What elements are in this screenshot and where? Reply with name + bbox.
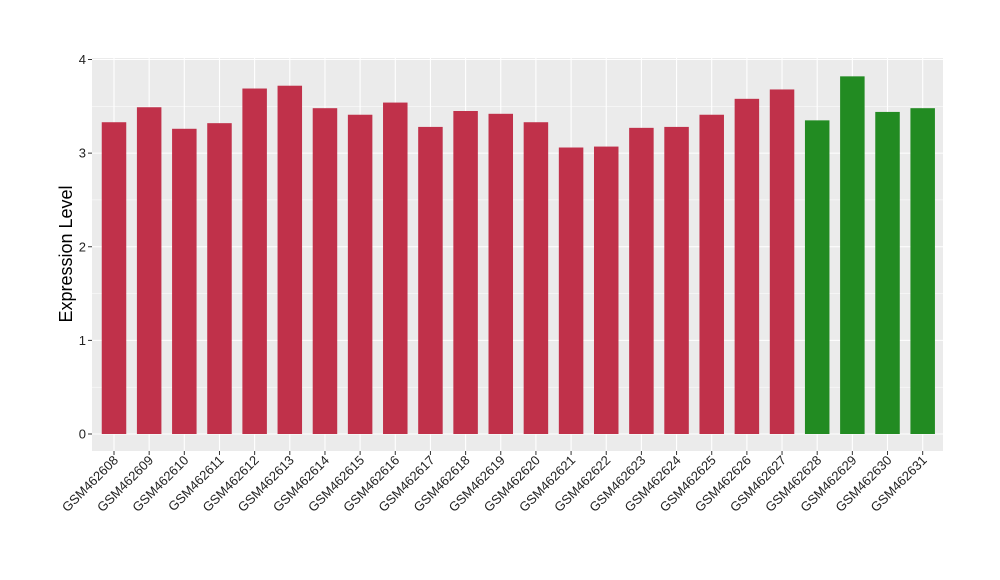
bar-GSM462608 (101, 122, 127, 434)
bar-GSM462623 (629, 127, 654, 434)
bar-GSM462620 (523, 122, 549, 434)
bar-GSM462619 (488, 113, 514, 435)
y-tick-label: 0 (79, 427, 86, 442)
bar-GSM462616 (383, 102, 408, 434)
bar-GSM462622 (593, 146, 619, 435)
bars (101, 76, 935, 435)
y-axis: 0 1 2 3 4 (79, 52, 92, 442)
bar-GSM462630 (875, 111, 900, 435)
bar-GSM462628 (804, 120, 830, 434)
bar-GSM462627 (769, 89, 795, 435)
x-axis: GSM462608GSM462609GSM462610GSM462611GSM4… (59, 451, 930, 515)
plot-panel (92, 58, 943, 451)
bar-GSM462611 (207, 123, 232, 434)
bar-GSM462615 (347, 114, 373, 435)
bar-GSM462617 (418, 126, 443, 434)
y-tick-label: 2 (79, 239, 86, 254)
bar-GSM462618 (453, 110, 478, 435)
bar-GSM462610 (172, 128, 197, 434)
bar-GSM462629 (840, 76, 865, 434)
y-tick-label: 4 (79, 52, 86, 67)
bar-GSM462625 (699, 114, 724, 435)
y-tick-label: 3 (79, 146, 86, 161)
y-tick-label: 1 (79, 333, 86, 348)
bar-GSM462614 (312, 108, 338, 434)
y-axis-title: Expression Level (56, 185, 76, 322)
bar-GSM462609 (136, 107, 162, 434)
bar-GSM462613 (277, 85, 303, 434)
bar-GSM462624 (664, 126, 689, 434)
bar-GSM462621 (558, 147, 584, 434)
bar-GSM462612 (242, 88, 267, 435)
bar-GSM462631 (910, 108, 935, 434)
bar-GSM462626 (734, 98, 760, 434)
